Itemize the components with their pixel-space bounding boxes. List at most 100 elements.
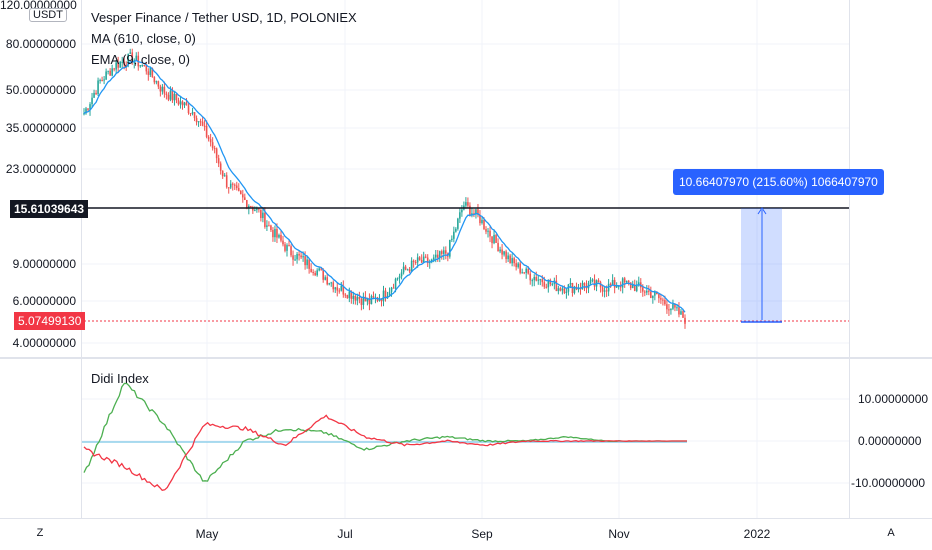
candle <box>119 60 121 68</box>
candle <box>408 266 411 274</box>
time-tick-may: May <box>195 527 219 541</box>
candle <box>231 182 234 191</box>
candle <box>121 56 123 69</box>
candle <box>426 254 429 267</box>
candle <box>473 209 475 218</box>
candle <box>643 290 646 297</box>
candle <box>384 287 387 302</box>
candle <box>161 84 164 95</box>
candle <box>607 279 610 297</box>
candle <box>489 226 491 243</box>
candle <box>469 202 471 217</box>
symbol-title[interactable]: Vesper Finance / Tether USD, 1D, POLONIE… <box>91 10 357 25</box>
indicator-axis[interactable] <box>849 0 932 518</box>
candle <box>219 161 222 175</box>
candle <box>292 250 294 266</box>
time-tick-sep: Sep <box>471 527 493 541</box>
price-tick: 50.00000000 <box>5 83 76 97</box>
candle <box>344 293 347 299</box>
candle <box>662 297 664 306</box>
candle <box>481 216 483 225</box>
price-axis[interactable] <box>0 0 82 518</box>
candle <box>668 303 670 317</box>
candle <box>352 291 355 305</box>
currency-badge[interactable]: USDT <box>29 8 67 22</box>
candle <box>189 113 192 117</box>
marked-level-label: 15.61039643 <box>10 200 89 218</box>
candle <box>326 273 329 286</box>
candle <box>529 270 532 285</box>
candle <box>207 135 210 142</box>
candle <box>215 147 218 164</box>
candle <box>346 294 349 299</box>
candle <box>211 137 214 151</box>
candle <box>155 80 158 85</box>
candle <box>410 257 413 272</box>
candle <box>93 89 95 99</box>
candle <box>233 183 236 190</box>
ma-legend[interactable]: MA (610, close, 0) <box>91 31 196 46</box>
candle <box>107 70 109 75</box>
candle <box>360 296 363 311</box>
measure-arrowhead <box>757 207 767 215</box>
didi-legend[interactable]: Didi Index <box>91 371 149 386</box>
candle <box>272 227 274 242</box>
candle <box>314 270 316 277</box>
candle <box>499 246 501 254</box>
candle <box>684 314 686 329</box>
candle <box>595 279 598 292</box>
ema-legend[interactable]: EMA (9, close, 0) <box>91 52 190 67</box>
candle <box>382 285 385 307</box>
candle <box>260 209 262 222</box>
candle <box>575 282 578 291</box>
candle <box>197 121 200 127</box>
candle <box>262 208 264 223</box>
auto-scale-z-button[interactable]: Z <box>36 527 44 539</box>
candle <box>342 280 345 298</box>
time-axis[interactable]: May Jul Sep Nov 2022 <box>0 518 932 550</box>
candle <box>422 251 425 263</box>
candle <box>225 172 228 189</box>
candle <box>308 259 310 274</box>
candle <box>436 250 439 262</box>
candle <box>89 102 91 116</box>
indicator-tick: 10.00000000 <box>858 392 929 406</box>
candle <box>244 193 246 201</box>
candle <box>535 271 538 282</box>
didi-index-chart[interactable] <box>82 359 849 518</box>
candle <box>296 252 298 264</box>
candle <box>581 280 584 290</box>
candle <box>491 236 493 249</box>
candle <box>650 286 652 299</box>
candle <box>621 277 624 294</box>
candle <box>465 197 467 209</box>
candle <box>135 52 138 62</box>
candle <box>252 205 254 214</box>
measure-label[interactable]: 10.66407970 (215.60%) 1066407970 <box>673 169 884 195</box>
candle <box>402 262 405 275</box>
candle <box>424 254 427 259</box>
auto-scale-a-button[interactable]: A <box>887 527 895 539</box>
candle <box>254 206 256 212</box>
candle <box>237 183 240 192</box>
candle <box>362 292 365 310</box>
candle <box>388 287 391 297</box>
candle <box>611 274 614 285</box>
candle <box>316 268 318 277</box>
candle <box>515 259 517 271</box>
candle <box>370 294 373 305</box>
price-tick: 9.00000000 <box>12 257 76 271</box>
candle <box>324 275 327 281</box>
candle <box>268 221 270 227</box>
candle <box>623 276 626 288</box>
candle <box>509 253 511 264</box>
candle <box>95 90 97 96</box>
candle <box>278 233 280 239</box>
candle <box>163 81 166 98</box>
candle <box>229 180 232 190</box>
candle <box>670 308 672 315</box>
price-tick: 4.00000000 <box>12 336 76 350</box>
candle <box>193 111 196 122</box>
pane-divider[interactable] <box>0 357 932 359</box>
candle <box>396 277 399 281</box>
